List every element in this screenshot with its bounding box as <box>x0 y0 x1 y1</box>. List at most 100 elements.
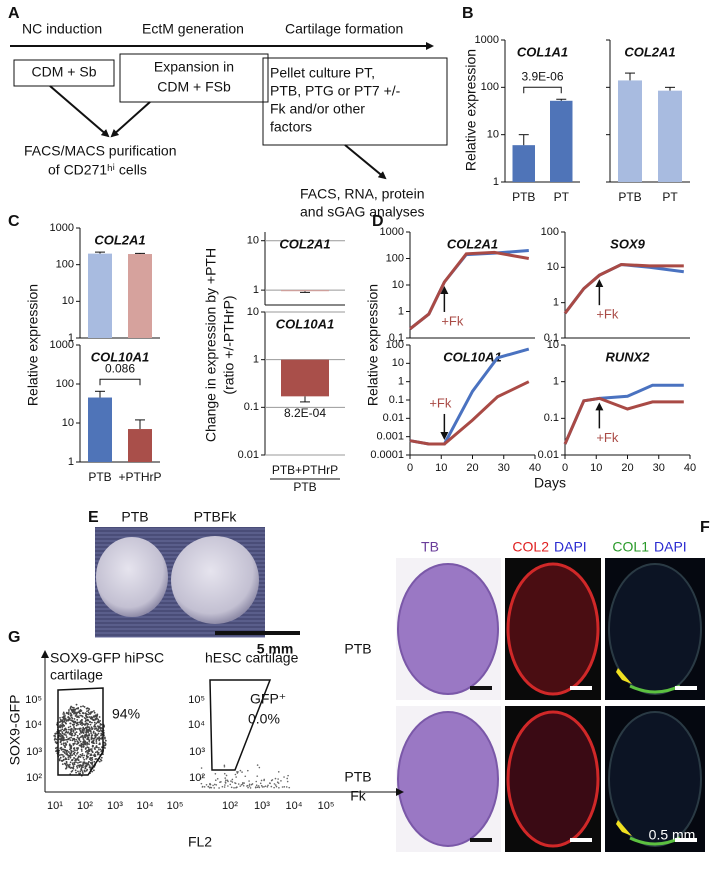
event-dot <box>94 748 96 751</box>
event-dot <box>62 759 65 761</box>
event-dot <box>92 739 95 742</box>
event-dot <box>79 756 82 759</box>
event-dot <box>213 783 216 786</box>
event-dot <box>281 786 284 788</box>
event-dot <box>91 756 94 759</box>
event-dot <box>214 773 217 775</box>
y-tick-label: 10⁴ <box>188 719 205 731</box>
chart-title: COL10A1 <box>276 316 335 331</box>
y-tick-label: 10 <box>547 261 559 273</box>
event-dot <box>82 741 85 744</box>
bar <box>128 429 152 462</box>
event-dot <box>67 731 70 733</box>
event-dot <box>80 735 83 738</box>
event-dot <box>82 766 84 769</box>
x-tick-label: PTB <box>618 190 641 204</box>
x-tick-label: PTB <box>512 190 535 204</box>
event-dot <box>75 707 78 710</box>
x-tick-label: 20 <box>621 462 633 474</box>
chart-title: COL10A1 <box>443 349 502 364</box>
event-dot <box>96 725 99 727</box>
event-dot <box>55 738 58 741</box>
event-dot <box>69 752 71 755</box>
event-dot <box>87 723 90 726</box>
event-dot <box>224 777 227 779</box>
event-dot <box>248 783 251 786</box>
plot-title: cartilage <box>50 667 103 683</box>
event-dot <box>88 721 91 723</box>
x-tick-label: 10 <box>435 462 447 474</box>
event-dot <box>67 756 70 759</box>
row-label: Fk <box>350 788 367 804</box>
y-tick-label: 1 <box>553 376 559 388</box>
event-dot <box>273 783 276 785</box>
event-dot <box>61 722 64 724</box>
event-dot <box>88 733 91 736</box>
event-dot <box>59 756 62 759</box>
event-dot <box>216 777 219 780</box>
event-dot <box>58 721 61 724</box>
y-tick-label: 1 <box>553 297 559 309</box>
event-dot <box>76 736 79 739</box>
event-dot <box>93 725 96 728</box>
event-dot <box>95 757 98 760</box>
event-dot <box>70 730 73 733</box>
series-line <box>563 396 684 445</box>
event-dot <box>270 779 273 782</box>
event-dot <box>86 735 88 738</box>
event-dot <box>235 776 237 778</box>
series-line <box>563 262 684 315</box>
step-box <box>262 57 448 146</box>
event-dot <box>260 779 263 782</box>
tissue-section <box>397 563 499 695</box>
stage-label: Cartilage formation <box>285 21 403 37</box>
event-dot <box>93 715 96 718</box>
x-tick-label: PTB <box>88 470 111 484</box>
event-dot <box>55 750 57 753</box>
event-dot <box>79 740 82 743</box>
event-dot <box>254 786 257 788</box>
event-dot <box>54 732 57 735</box>
event-dot <box>82 764 84 767</box>
event-dot <box>283 786 286 788</box>
y-tick-label: 10 <box>487 129 499 141</box>
event-dot <box>94 718 97 721</box>
fk-label: +Fk <box>429 395 452 410</box>
event-dot <box>65 764 68 767</box>
event-dot <box>60 759 63 762</box>
event-dot <box>71 762 74 765</box>
event-dot <box>54 747 57 750</box>
event-dot <box>66 741 69 743</box>
event-dot <box>98 716 101 718</box>
event-dot <box>230 780 232 782</box>
event-dot <box>255 784 258 787</box>
event-dot <box>247 769 249 772</box>
event-dot <box>68 717 71 720</box>
event-dot <box>70 716 73 719</box>
x-axis-label: FL2 <box>188 834 212 850</box>
event-dot <box>234 782 237 785</box>
event-dot <box>69 739 72 742</box>
event-dot <box>242 782 244 784</box>
tissue-section <box>506 710 600 848</box>
event-dot <box>87 746 90 749</box>
event-dot <box>74 749 76 752</box>
bar <box>618 80 642 182</box>
bar <box>88 253 112 338</box>
event-dot <box>69 761 72 764</box>
event-dot <box>283 776 285 778</box>
y-tick-label: 0.1 <box>244 401 259 413</box>
y-tick-label: 10 <box>62 417 74 429</box>
event-dot <box>91 710 94 713</box>
event-dot <box>89 761 92 764</box>
event-dot <box>88 765 91 767</box>
box-text: Expansion in <box>154 59 234 75</box>
event-dot <box>92 737 94 740</box>
event-dot <box>62 720 64 722</box>
event-dot <box>77 759 80 761</box>
event-dot <box>75 738 78 741</box>
event-dot <box>71 739 74 742</box>
event-dot <box>97 746 100 749</box>
event-dot <box>93 710 95 712</box>
event-dot <box>199 777 202 780</box>
